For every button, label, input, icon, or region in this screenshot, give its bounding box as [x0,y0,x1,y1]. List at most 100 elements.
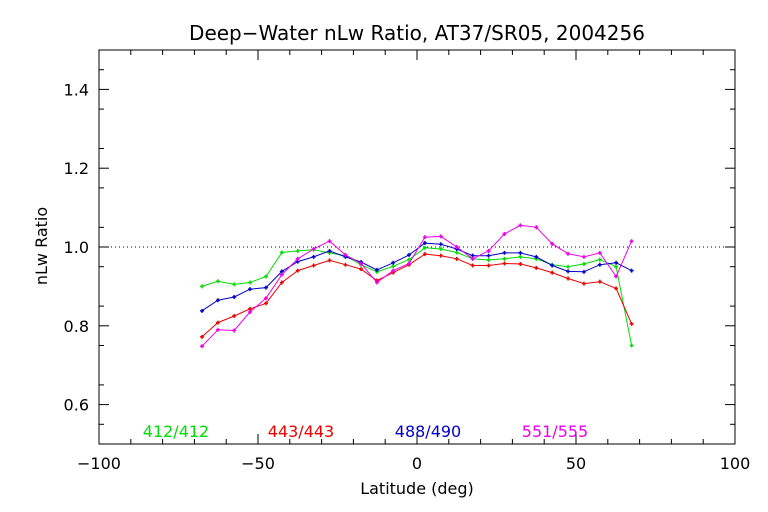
data-point [597,257,602,262]
data-point [295,268,300,273]
y-tick-label: 1.4 [64,80,89,99]
data-point [614,264,619,269]
y-axis-label: nLw Ratio [32,207,51,285]
data-point [470,256,475,261]
data-point [343,262,348,267]
data-point [359,267,364,272]
legend: 412/412 443/443 488/490 551/555 [143,422,588,441]
data-point [295,256,300,261]
y-tick-label: 0.6 [64,396,89,415]
series-line [201,242,632,312]
data-point [534,254,539,259]
data-point [502,256,507,261]
data-point [486,263,491,268]
data-point [629,321,634,326]
data-point [407,261,412,266]
data-point [581,261,586,266]
data-point [327,258,332,263]
data-point [215,298,220,303]
x-tick-label: −50 [241,454,275,473]
legend-entry-1: 412/412 [143,422,209,441]
data-point [597,279,602,284]
data-point [502,231,507,236]
data-point [407,257,412,262]
data-point [407,252,412,257]
data-point [581,281,586,286]
series-4 [200,223,634,349]
data-point [518,254,523,259]
data-point [550,241,555,246]
axis-tick-labels: −100 −50 0 50 100 0.6 0.8 1.0 1.2 1.4 [64,80,751,473]
data-point [597,262,602,267]
data-point [263,301,268,306]
data-point [248,287,253,292]
x-tick-label: 50 [566,454,586,473]
y-tick-label: 1.0 [64,238,89,257]
legend-entry-2: 443/443 [268,422,334,441]
data-point [566,264,571,269]
data-point [200,334,205,339]
data-point [518,250,523,255]
data-point [422,245,427,250]
data-point [550,270,555,275]
data-point [502,261,507,266]
data-point [518,223,523,228]
data-point [391,264,396,269]
axis-ticks [98,50,736,444]
data-point [486,258,491,263]
data-point [566,251,571,256]
data-point [502,250,507,255]
x-axis-label: Latitude (deg) [360,479,474,498]
data-point [550,263,555,268]
series-1 [200,245,634,348]
data-point [359,261,364,266]
data-point [614,260,619,265]
data-point [422,235,427,240]
data-point [279,272,284,277]
data-point [263,274,268,279]
data-point [486,253,491,258]
data-point [232,282,237,287]
data-point [215,279,220,284]
data-point [581,254,586,259]
data-point [629,239,634,244]
data-point [232,313,237,318]
data-point [422,241,427,246]
data-point [215,327,220,332]
data-point [614,286,619,291]
data-point [311,246,316,251]
data-point [438,242,443,247]
data-point [391,268,396,273]
data-point [327,248,332,253]
data-point [566,269,571,274]
y-tick-label: 1.2 [64,159,89,178]
data-point [614,274,619,279]
x-tick-label: 100 [720,454,751,473]
data-point [470,263,475,268]
data-point [200,284,205,289]
data-point [215,320,220,325]
data-point [279,280,284,285]
data-point [454,250,459,255]
data-point [232,328,237,333]
data-point [263,285,268,290]
data-point [311,263,316,268]
data-point [438,234,443,239]
data-point [597,250,602,255]
data-point [295,248,300,253]
data-point [566,276,571,281]
data-point [232,295,237,300]
data-point [200,308,205,313]
data-point [629,268,634,273]
series-layer [200,223,634,349]
series-line [201,253,633,338]
x-tick-label: 0 [412,454,422,473]
data-point [454,256,459,261]
data-point [534,265,539,270]
x-tick-label: −100 [77,454,121,473]
chart-title: Deep−Water nLw Ratio, AT37/SR05, 2004256 [189,21,645,45]
data-point [534,225,539,230]
data-point [343,252,348,257]
data-point [263,296,268,301]
